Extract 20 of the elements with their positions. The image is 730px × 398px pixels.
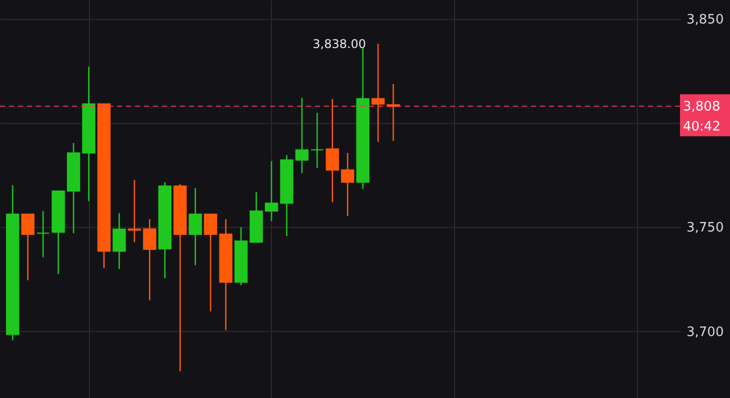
candlestick [21, 214, 34, 281]
candlestick [143, 218, 156, 301]
annotation: 3,838.00 [312, 36, 366, 51]
candlestick [326, 98, 339, 203]
y-tick-label: 3,750 [686, 220, 724, 236]
candlestick [188, 188, 202, 266]
candlestick [386, 83, 400, 142]
ref-line-label: 3,808 [683, 99, 720, 114]
candlestick [36, 210, 50, 258]
candlestick [204, 214, 218, 312]
candlestick [112, 212, 126, 270]
candlestick [295, 97, 309, 174]
candlestick [128, 179, 142, 243]
candlestick [310, 112, 324, 169]
candlestick [371, 43, 385, 143]
y-tick-label: 3,700 [686, 324, 724, 340]
y-tick-label: 3,850 [686, 12, 724, 28]
candlestick [264, 160, 278, 222]
text: 40:42 [683, 119, 720, 134]
candlestick [341, 152, 354, 217]
